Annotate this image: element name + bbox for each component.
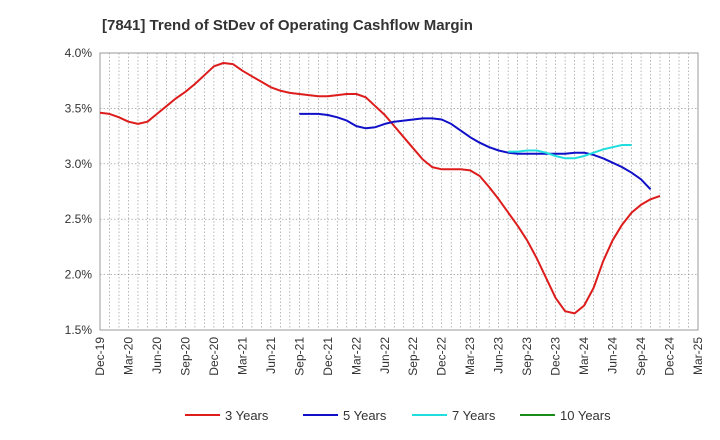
series-lines xyxy=(99,62,661,315)
legend-label: 10 Years xyxy=(560,408,611,423)
x-tick-label: Dec-24 xyxy=(663,337,677,376)
x-tick-label: Sep-24 xyxy=(634,337,648,376)
x-tick-label: Dec-23 xyxy=(549,337,563,376)
series-line-3-years xyxy=(99,62,661,315)
x-tick-label: Jun-24 xyxy=(606,337,620,374)
series-line-5-years xyxy=(299,112,652,190)
y-tick-label: 3.5% xyxy=(65,101,93,115)
x-tick-label: Sep-23 xyxy=(520,337,534,376)
x-tick-label: Jun-22 xyxy=(378,337,392,374)
chart-title: [7841] Trend of StDev of Operating Cashf… xyxy=(102,17,473,34)
x-tick-label: Mar-22 xyxy=(349,337,363,375)
x-tick-label: Jun-20 xyxy=(150,337,164,374)
y-tick-label: 4.0% xyxy=(65,46,93,60)
plot-area xyxy=(99,52,699,331)
y-tick-label: 1.5% xyxy=(65,323,93,337)
x-tick-label: Dec-20 xyxy=(207,337,221,376)
legend-label: 3 Years xyxy=(225,408,269,423)
y-tick-label: 3.0% xyxy=(65,157,93,171)
x-tick-label: Sep-21 xyxy=(292,337,306,376)
y-tick-label: 2.5% xyxy=(65,212,93,226)
x-tick-label: Dec-22 xyxy=(435,337,449,376)
legend-label: 7 Years xyxy=(452,408,496,423)
x-tick-label: Mar-24 xyxy=(577,337,591,375)
x-tick-label: Mar-21 xyxy=(235,337,249,375)
x-tick-label: Sep-20 xyxy=(178,337,192,376)
x-tick-label: Mar-25 xyxy=(691,337,705,375)
y-tick-label: 2.0% xyxy=(65,268,93,282)
legend-label: 5 Years xyxy=(343,408,387,423)
x-tick-label: Dec-19 xyxy=(93,337,107,376)
x-tick-label: Sep-22 xyxy=(406,337,420,376)
x-tick-label: Jun-21 xyxy=(264,337,278,374)
grid-lines xyxy=(100,52,698,331)
x-tick-label: Jun-23 xyxy=(492,337,506,374)
series-line-7-years xyxy=(508,144,632,160)
y-axis: 1.5% 2.0% 2.5% 3.0% 3.5% 4.0% xyxy=(65,46,93,337)
x-tick-label: Mar-23 xyxy=(463,337,477,375)
legend: 3 Years 5 Years 7 Years 10 Years xyxy=(185,408,611,423)
x-tick-label: Dec-21 xyxy=(321,337,335,376)
x-axis: Dec-19 Mar-20 Jun-20 Sep-20 Dec-20 Mar-21 Jun-… xyxy=(93,337,705,376)
x-tick-label: Mar-20 xyxy=(121,337,135,375)
